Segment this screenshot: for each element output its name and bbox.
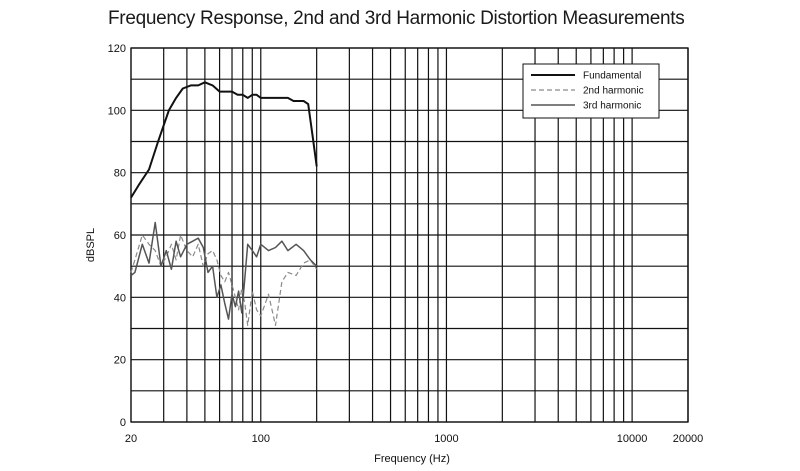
legend: Fundamental 2nd harmonic 3rd harmonic (522, 63, 660, 119)
x-tick-label: 1000 (434, 433, 458, 445)
y-tick-label: 120 (108, 43, 126, 55)
tick-labels: 0 20 40 60 80 100 120 20 100 1000 10000 20000 (108, 43, 704, 445)
x-tick-label: 20 (125, 433, 137, 445)
y-tick-label: 20 (114, 355, 126, 367)
series-group (130, 81, 318, 326)
y-tick-label: 60 (114, 230, 126, 242)
x-tick-label: 10000 (617, 433, 648, 445)
legend-label: 3rd harmonic (583, 101, 641, 112)
legend-label: 2nd harmonic (583, 86, 644, 97)
chart-title: Frequency Response, 2nd and 3rd Harmonic… (108, 8, 685, 29)
x-axis-label: Frequency (Hz) (374, 453, 450, 465)
y-tick-label: 0 (120, 417, 126, 429)
legend-box (522, 63, 660, 119)
series-line-2 (130, 234, 318, 326)
x-tick-label: 20000 (673, 433, 704, 445)
y-tick-label: 40 (114, 292, 126, 304)
x-tick-label: 100 (252, 433, 270, 445)
y-tick-label: 100 (108, 105, 126, 117)
y-axis-label: dBSPL (85, 228, 97, 262)
series-line-1 (130, 81, 318, 199)
series-line-3 (130, 221, 318, 320)
legend-label: Fundamental (583, 71, 641, 82)
y-tick-label: 80 (114, 168, 126, 180)
